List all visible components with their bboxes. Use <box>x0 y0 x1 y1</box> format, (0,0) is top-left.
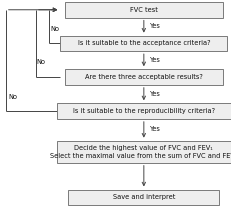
Text: Yes: Yes <box>149 23 160 30</box>
FancyBboxPatch shape <box>65 2 222 18</box>
Text: Is it suitable to the acceptance criteria?: Is it suitable to the acceptance criteri… <box>77 40 209 46</box>
FancyBboxPatch shape <box>65 69 222 85</box>
Text: Is it suitable to the reproducibility criteria?: Is it suitable to the reproducibility cr… <box>73 108 214 114</box>
Text: No: No <box>50 26 59 32</box>
Text: No: No <box>36 59 45 65</box>
Text: Yes: Yes <box>149 91 160 97</box>
FancyBboxPatch shape <box>57 103 230 119</box>
Text: FVC test: FVC test <box>129 7 157 13</box>
FancyBboxPatch shape <box>57 141 230 163</box>
FancyBboxPatch shape <box>60 36 226 51</box>
FancyBboxPatch shape <box>68 190 218 205</box>
Text: Decide the highest value of FVC and FEV₁
Select the maximal value from the sum o: Decide the highest value of FVC and FEV₁… <box>50 145 231 159</box>
Text: Save and interpret: Save and interpret <box>112 194 174 201</box>
Text: Yes: Yes <box>149 57 160 63</box>
Text: Are there three acceptable results?: Are there three acceptable results? <box>85 74 202 80</box>
Text: Yes: Yes <box>149 126 160 132</box>
Text: No: No <box>8 94 17 100</box>
